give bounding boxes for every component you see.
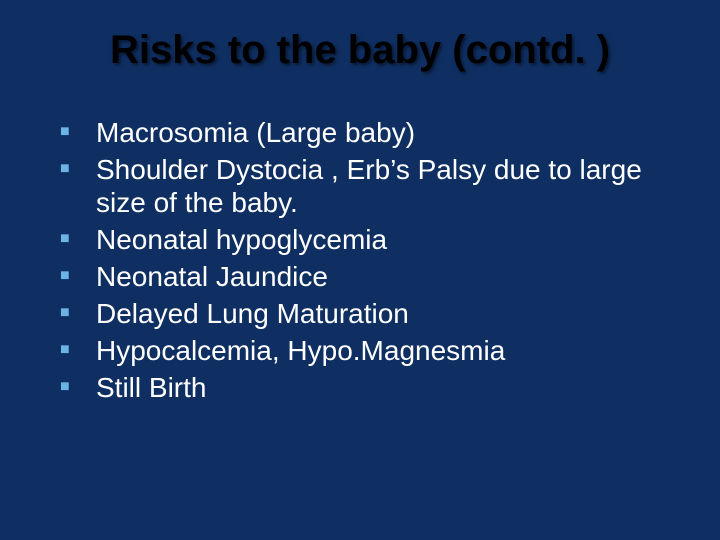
list-item: ■ Shoulder Dystocia , Erb’s Palsy due to … — [60, 153, 660, 219]
square-bullet-icon: ■ — [60, 304, 70, 323]
list-item: ■ Macrosomia (Large baby) — [60, 116, 660, 149]
square-bullet-icon: ■ — [60, 160, 70, 179]
list-item-text: Delayed Lung Maturation — [96, 298, 409, 329]
slide: Risks to the baby (contd. ) ■ Macrosomia … — [0, 0, 720, 540]
square-bullet-icon: ■ — [60, 267, 70, 286]
bullet-list: ■ Macrosomia (Large baby) ■ Shoulder Dystoc… — [60, 116, 660, 408]
list-item-text: Neonatal hypoglycemia — [96, 224, 387, 255]
list-item-text: Still Birth — [96, 372, 206, 403]
list-item: ■ Delayed Lung Maturation — [60, 297, 660, 330]
list-item-text: Hypocalcemia, Hypo.Magnesmia — [96, 335, 505, 366]
list-item-text: Neonatal Jaundice — [96, 261, 328, 292]
list-item-text: Macrosomia (Large baby) — [96, 117, 415, 148]
list-item: ■ Neonatal Jaundice — [60, 260, 660, 293]
list-item-text: Shoulder Dystocia , Erb’s Palsy due to l… — [96, 154, 642, 218]
list-item: ■ Neonatal hypoglycemia — [60, 223, 660, 256]
square-bullet-icon: ■ — [60, 123, 70, 142]
square-bullet-icon: ■ — [60, 378, 70, 397]
list-item: ■ Still Birth — [60, 371, 660, 404]
square-bullet-icon: ■ — [60, 341, 70, 360]
slide-title: Risks to the baby (contd. ) — [60, 28, 660, 73]
square-bullet-icon: ■ — [60, 230, 70, 249]
list-item: ■ Hypocalcemia, Hypo.Magnesmia — [60, 334, 660, 367]
